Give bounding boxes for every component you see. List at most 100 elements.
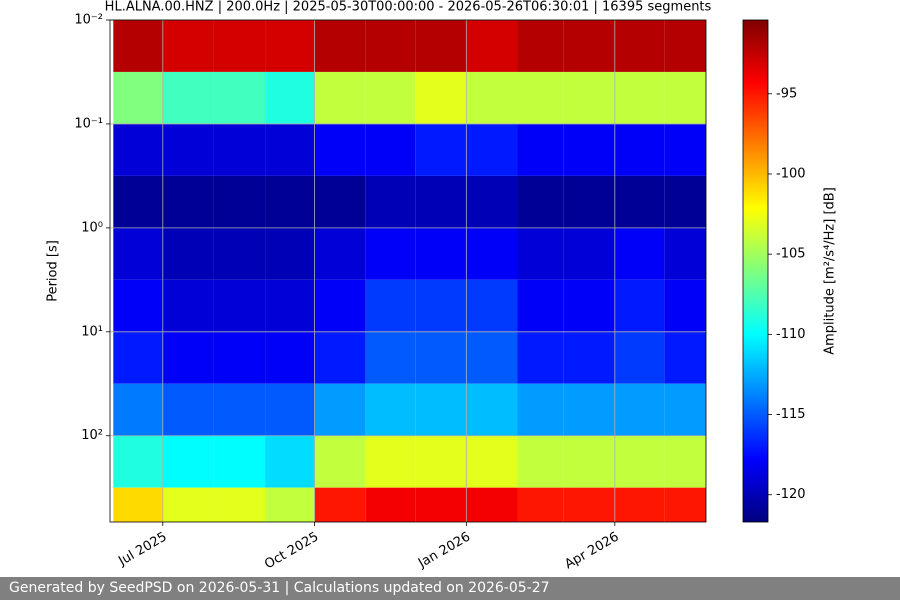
cell bbox=[162, 123, 214, 176]
colorbar-tick-label: -105 bbox=[776, 247, 806, 262]
y-tick-label: 10² bbox=[81, 428, 103, 443]
cell bbox=[517, 435, 564, 488]
cell bbox=[563, 331, 615, 384]
cell bbox=[517, 71, 564, 124]
cell bbox=[614, 175, 665, 228]
cell bbox=[415, 331, 467, 384]
cell bbox=[517, 175, 564, 228]
cell bbox=[517, 20, 564, 72]
cell bbox=[517, 279, 564, 332]
cell bbox=[213, 435, 266, 488]
cell bbox=[113, 435, 163, 488]
cell bbox=[265, 175, 315, 228]
x-tick-label: Jan 2026 bbox=[415, 530, 473, 572]
cell bbox=[365, 20, 416, 72]
cell bbox=[314, 123, 366, 176]
cell bbox=[614, 435, 665, 488]
cell bbox=[563, 20, 615, 72]
cell bbox=[614, 279, 665, 332]
cell bbox=[213, 175, 266, 228]
cell bbox=[415, 279, 467, 332]
cell bbox=[113, 279, 163, 332]
cell bbox=[466, 20, 518, 72]
cell bbox=[664, 227, 706, 280]
colorbar-tick-label: -110 bbox=[776, 327, 806, 342]
cell bbox=[664, 71, 706, 124]
cell bbox=[365, 435, 416, 488]
cell bbox=[664, 20, 706, 72]
cell bbox=[314, 383, 366, 436]
cell bbox=[265, 331, 315, 384]
cell bbox=[415, 175, 467, 228]
y-axis-label: Period [s] bbox=[46, 240, 61, 302]
cell bbox=[614, 331, 665, 384]
cell bbox=[162, 279, 214, 332]
cell bbox=[162, 175, 214, 228]
cell bbox=[213, 331, 266, 384]
cell bbox=[415, 435, 467, 488]
cell bbox=[314, 175, 366, 228]
cell bbox=[162, 435, 214, 488]
x-tick-label: Oct 2025 bbox=[262, 530, 321, 573]
cell bbox=[415, 227, 467, 280]
cell bbox=[614, 71, 665, 124]
cell bbox=[466, 487, 518, 522]
cell bbox=[113, 331, 163, 384]
cell bbox=[314, 227, 366, 280]
colorbar-label: Amplitude [m²/s⁴/Hz] [dB] bbox=[823, 187, 838, 355]
cell bbox=[314, 331, 366, 384]
cell bbox=[664, 487, 706, 522]
footer: Generated by SeedPSD on 2026-05-31 | Cal… bbox=[0, 577, 900, 600]
cell bbox=[563, 383, 615, 436]
cell bbox=[664, 435, 706, 488]
cell bbox=[265, 20, 315, 72]
colorbar-tick-label: -95 bbox=[776, 86, 797, 101]
cell bbox=[113, 71, 163, 124]
cell bbox=[365, 331, 416, 384]
cell bbox=[265, 435, 315, 488]
cell bbox=[314, 435, 366, 488]
chart: HL.ALNA.00.HNZ | 200.0Hz | 2025-05-30T00… bbox=[46, 0, 838, 573]
y-tick-label: 10⁻² bbox=[74, 13, 103, 28]
cell bbox=[466, 71, 518, 124]
cell bbox=[265, 71, 315, 124]
cell bbox=[466, 227, 518, 280]
cell bbox=[563, 227, 615, 280]
cell bbox=[113, 227, 163, 280]
x-tick-label: Apr 2026 bbox=[562, 530, 621, 573]
cell bbox=[563, 435, 615, 488]
cell bbox=[162, 20, 214, 72]
colorbar-tick-label: -120 bbox=[776, 487, 806, 502]
cell bbox=[517, 123, 564, 176]
cell bbox=[213, 487, 266, 522]
cell bbox=[365, 175, 416, 228]
cell bbox=[664, 279, 706, 332]
cell bbox=[265, 123, 315, 176]
cell bbox=[415, 383, 467, 436]
cell bbox=[466, 331, 518, 384]
x-tick-label: Jul 2025 bbox=[115, 530, 169, 570]
cell bbox=[365, 487, 416, 522]
cell bbox=[213, 279, 266, 332]
cell bbox=[113, 487, 163, 522]
cell bbox=[415, 20, 467, 72]
cell bbox=[664, 331, 706, 384]
cell bbox=[213, 227, 266, 280]
cell bbox=[265, 279, 315, 332]
cell bbox=[365, 383, 416, 436]
cell bbox=[563, 175, 615, 228]
cell bbox=[466, 435, 518, 488]
cell bbox=[517, 331, 564, 384]
cell bbox=[213, 383, 266, 436]
colorbar-tick-label: -100 bbox=[776, 166, 806, 181]
cell bbox=[314, 487, 366, 522]
cell bbox=[614, 123, 665, 176]
cell bbox=[517, 383, 564, 436]
colorbar-tick-label: -115 bbox=[776, 407, 806, 422]
y-tick-label: 10⁰ bbox=[81, 220, 103, 235]
y-tick-label: 10¹ bbox=[81, 324, 103, 339]
cell bbox=[563, 123, 615, 176]
cell bbox=[265, 487, 315, 522]
cell bbox=[614, 20, 665, 72]
